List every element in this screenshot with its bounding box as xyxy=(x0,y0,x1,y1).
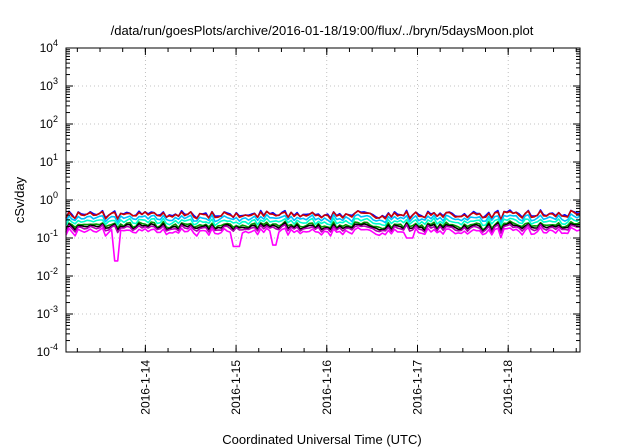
y-tick-label: 101 xyxy=(40,152,58,169)
series-line xyxy=(65,223,581,234)
x-tick-label: 2016-1-18 xyxy=(501,360,515,415)
plot-area: 10-4 10-3 10-2 10-1 100 101 102 103 104 2016-1-1… xyxy=(37,38,581,415)
x-tick-label: 2016-1-14 xyxy=(138,360,152,415)
y-tick-label: 10-1 xyxy=(37,228,58,245)
series-line xyxy=(65,209,581,221)
x-tick-label: 2016-1-16 xyxy=(320,360,334,415)
x-tick-label: 2016-1-15 xyxy=(229,360,243,415)
y-tick-label: 10-2 xyxy=(37,266,58,283)
series-line xyxy=(65,226,581,262)
y-tick-label: 10-4 xyxy=(37,342,58,359)
y-tick-label: 102 xyxy=(40,114,58,131)
y-axis-label: cSv/day xyxy=(12,176,27,223)
x-axis: 2016-1-14 2016-1-15 2016-1-16 2016-1-17 2016… xyxy=(76,48,577,415)
y-tick-label: 100 xyxy=(40,190,58,207)
x-tick-label: 2016-1-17 xyxy=(410,360,424,415)
y-tick-label: 10-3 xyxy=(37,304,58,321)
series-line xyxy=(65,217,581,227)
y-axis: 10-4 10-3 10-2 10-1 100 101 102 103 104 xyxy=(37,38,580,359)
chart-title: /data/run/goesPlots/archive/2016-01-18/1… xyxy=(111,23,534,38)
y-tick-label: 104 xyxy=(40,38,58,55)
series-line xyxy=(65,213,581,224)
series-group xyxy=(65,209,581,262)
y-tick-label: 103 xyxy=(40,76,58,93)
grid xyxy=(66,48,580,352)
x-axis-label: Coordinated Universal Time (UTC) xyxy=(222,432,421,447)
